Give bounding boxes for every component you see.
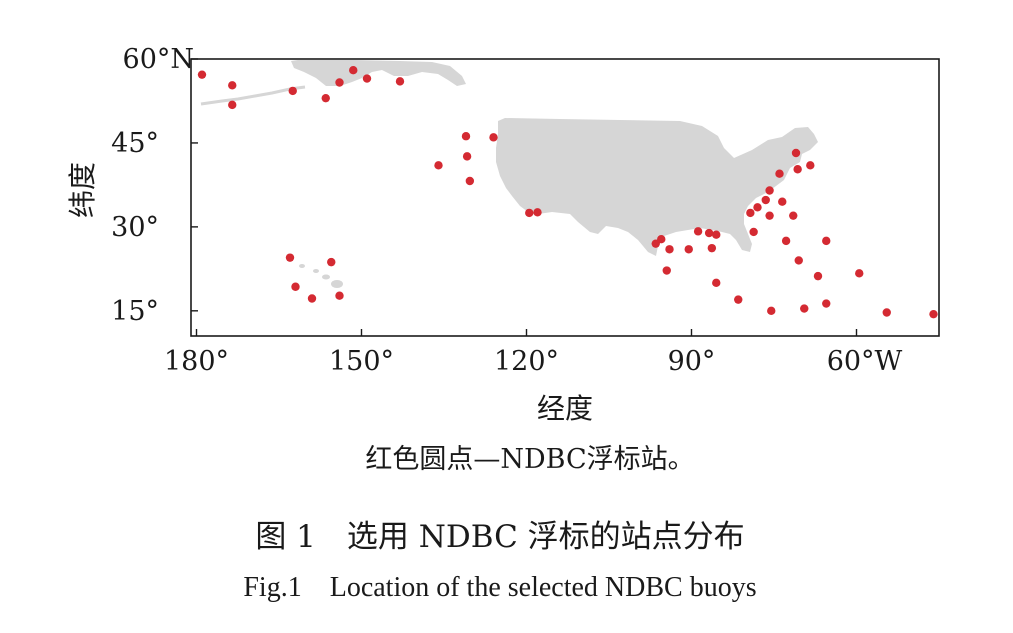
buoy-point	[767, 306, 776, 316]
buoy-point	[395, 77, 405, 86]
buoy-point	[929, 309, 938, 319]
buoy-point	[775, 169, 784, 178]
buoy-point	[791, 148, 801, 158]
buoy-point	[707, 243, 717, 253]
buoy-point	[657, 234, 666, 244]
buoy-point	[794, 256, 803, 265]
caption-chinese: 图 1 选用 NDBC 浮标的站点分布	[255, 519, 744, 555]
buoy-point	[291, 282, 300, 291]
x-tick-label: 150°	[329, 346, 394, 377]
buoy-point	[461, 132, 471, 141]
y-tick-label: 30°	[111, 212, 159, 243]
buoy-point	[882, 308, 891, 317]
y-tick-label: 60°N	[123, 44, 194, 75]
y-axis-title: 纬度	[66, 162, 99, 218]
buoy-point	[800, 304, 809, 313]
buoy-point	[462, 152, 472, 161]
buoy-point	[335, 291, 344, 300]
buoy-point	[335, 78, 344, 87]
buoy-point	[465, 176, 475, 186]
buoy-point	[778, 197, 787, 206]
buoy-point	[307, 294, 317, 303]
buoy-point	[434, 161, 443, 170]
x-tick-label: 120°	[494, 346, 559, 377]
buoy-point	[362, 74, 372, 83]
buoy-point	[228, 81, 237, 90]
buoy-point	[349, 65, 358, 75]
buoy-point	[765, 186, 774, 195]
buoy-point	[533, 208, 542, 217]
buoy-point	[704, 228, 714, 238]
buoy-point	[693, 227, 703, 236]
buoy-point	[761, 195, 770, 205]
buoy-point	[285, 253, 295, 262]
map-area	[191, 59, 939, 336]
buoy-point	[793, 165, 802, 174]
x-axis: 180° 150° 120° 90° 60°W	[164, 329, 903, 377]
buoy-points	[197, 65, 938, 319]
buoy-point	[753, 203, 762, 212]
buoy-point	[806, 161, 815, 170]
buoy-point	[813, 271, 823, 281]
y-tick-label: 45°	[111, 128, 159, 159]
legend-note: 红色圆点—NDBC浮标站。	[365, 444, 694, 475]
buoy-point	[789, 211, 798, 220]
buoy-point	[749, 227, 758, 237]
buoy-point	[822, 236, 831, 246]
x-tick-label: 180°	[164, 346, 229, 377]
north-america-landmass	[496, 118, 818, 256]
buoy-point	[855, 269, 864, 278]
hawaiian-islands	[299, 264, 343, 288]
buoy-point	[781, 236, 791, 246]
buoy-point	[746, 208, 755, 218]
plot-frame	[190, 58, 940, 337]
y-tick-label: 15°	[111, 296, 159, 327]
buoy-point	[489, 133, 498, 142]
caption-english: Fig.1 Location of the selected NDBC buoy…	[243, 572, 756, 603]
buoy-point	[662, 266, 671, 275]
buoy-point	[321, 93, 330, 103]
x-tick-label: 90°	[668, 346, 716, 377]
buoy-point	[734, 295, 743, 304]
buoy-point	[228, 100, 237, 110]
alaska-landmass	[291, 60, 466, 86]
buoy-point	[327, 257, 336, 267]
x-tick-label: 60°W	[827, 346, 903, 377]
buoy-point	[712, 278, 721, 288]
buoy-point	[684, 245, 693, 254]
buoy-point	[712, 230, 721, 239]
buoy-point	[525, 208, 534, 218]
buoy-point	[822, 299, 831, 308]
buoy-point	[665, 245, 674, 254]
buoy-point	[197, 70, 207, 79]
x-axis-title: 经度	[537, 392, 593, 425]
buoy-point	[765, 211, 774, 220]
y-axis: 60°N 45° 30° 15°	[111, 44, 198, 327]
buoy-point	[288, 86, 297, 96]
